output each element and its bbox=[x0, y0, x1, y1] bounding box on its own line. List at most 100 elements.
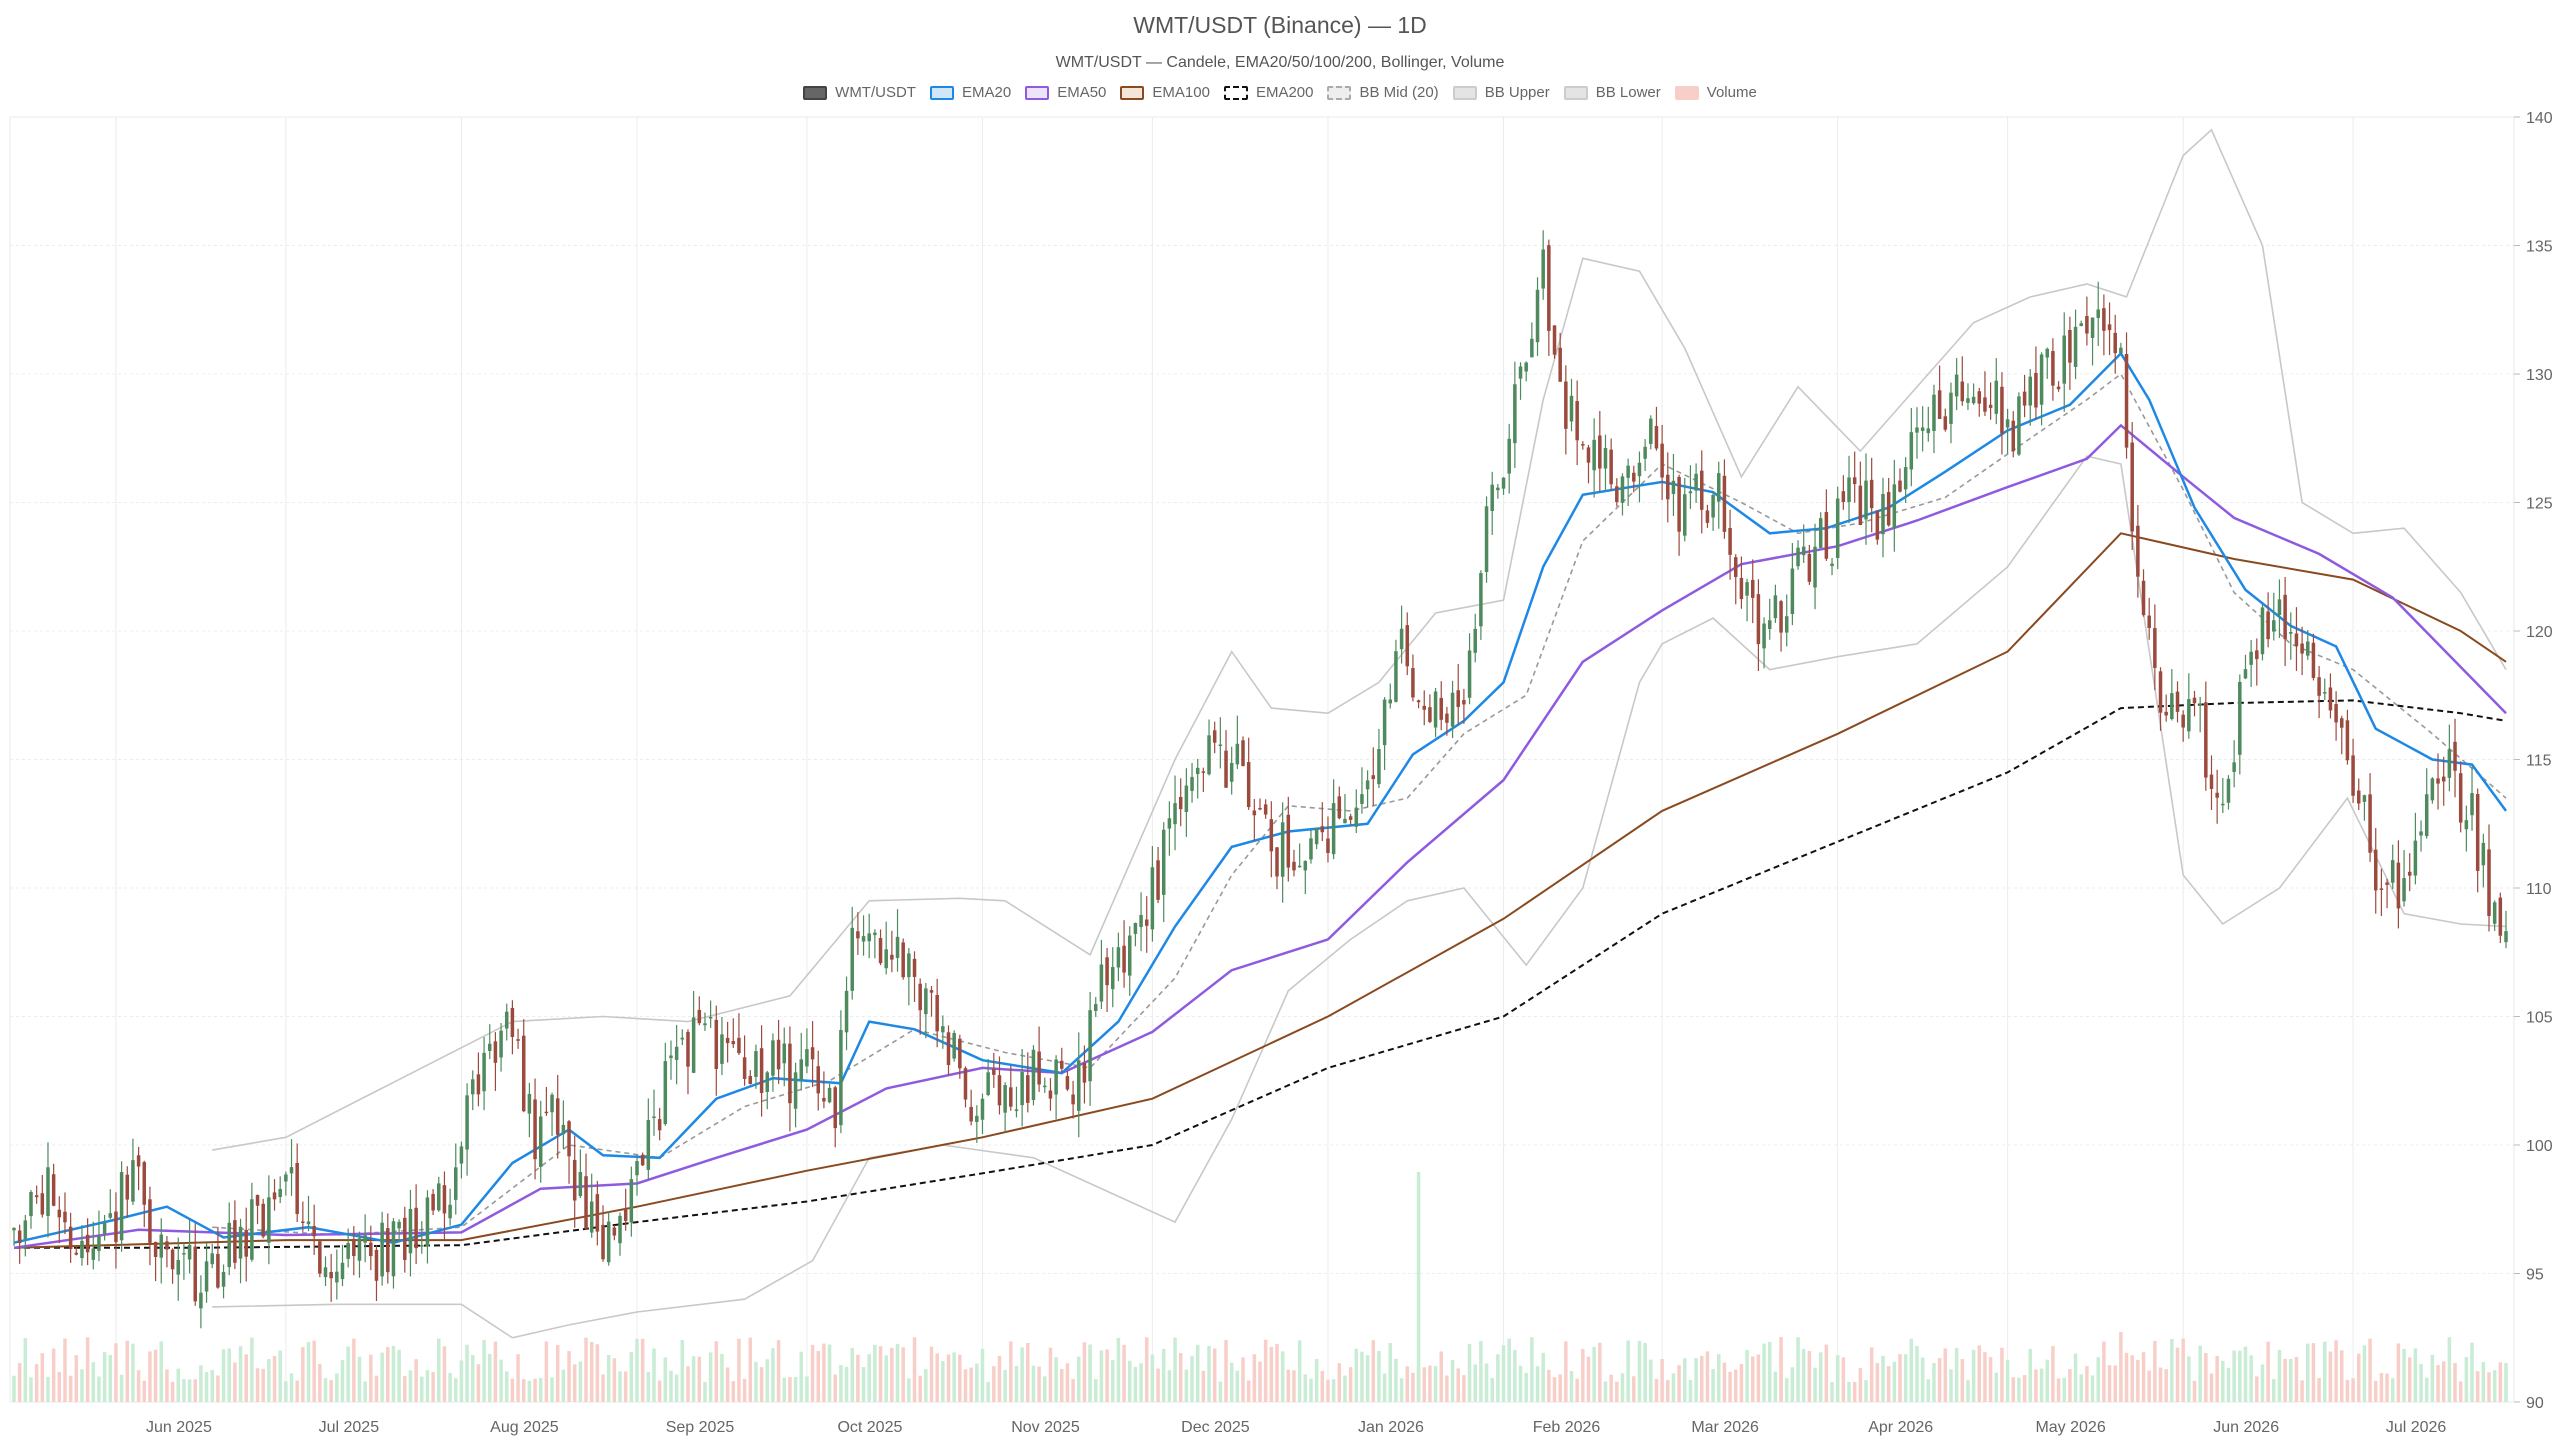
candle-body bbox=[2441, 776, 2446, 782]
volume-bar bbox=[793, 1376, 798, 1402]
volume-bar bbox=[1869, 1347, 1874, 1402]
legend-item[interactable]: BB Lower bbox=[1563, 84, 1661, 101]
candle-body bbox=[131, 1160, 135, 1202]
legend-item[interactable]: EMA50 bbox=[1025, 84, 1106, 101]
legend-item[interactable]: WMT/USDT bbox=[803, 84, 916, 101]
volume-bar bbox=[2232, 1350, 2236, 1402]
volume-bar bbox=[584, 1337, 588, 1402]
volume-bar bbox=[1779, 1337, 1783, 1402]
candle-body bbox=[850, 927, 854, 991]
volume-bar bbox=[1575, 1378, 1579, 1402]
candle-body bbox=[946, 1032, 951, 1066]
candle-body bbox=[1275, 847, 1279, 877]
candle-body bbox=[1920, 427, 1925, 431]
legend-item[interactable]: EMA100 bbox=[1120, 84, 1210, 101]
ema200-line bbox=[14, 699, 2507, 1249]
candle-body bbox=[1847, 477, 1851, 503]
candle-body bbox=[1297, 865, 1302, 868]
volume-bar bbox=[2447, 1337, 2452, 1402]
candle-body bbox=[1762, 623, 1766, 649]
candle-body bbox=[629, 1179, 634, 1223]
candle-body bbox=[742, 1057, 747, 1079]
volume-bar bbox=[1598, 1342, 1602, 1402]
volume-bar bbox=[1326, 1379, 1330, 1402]
legend-swatch bbox=[1674, 85, 1699, 100]
volume-bar bbox=[1903, 1354, 1908, 1402]
volume-bar bbox=[890, 1347, 894, 1402]
volume-bar bbox=[1535, 1366, 1540, 1402]
volume-bar bbox=[187, 1379, 192, 1402]
candle-body bbox=[1677, 476, 1681, 532]
candle-body bbox=[1144, 919, 1149, 926]
volume-bar bbox=[1241, 1357, 1245, 1402]
candle-body bbox=[1484, 506, 1489, 572]
candle-body bbox=[2090, 317, 2095, 338]
volume-bar bbox=[2034, 1369, 2038, 1402]
volume-bar bbox=[1875, 1363, 1880, 1402]
candle-body bbox=[714, 1019, 719, 1069]
volume-bar bbox=[1603, 1381, 1608, 1402]
candle-body bbox=[1229, 762, 1234, 782]
volume-bar bbox=[1626, 1340, 1630, 1402]
candle-body bbox=[1807, 553, 1812, 582]
volume-bar bbox=[1037, 1366, 1041, 1402]
candle-body bbox=[476, 1074, 481, 1095]
volume-bar bbox=[414, 1359, 418, 1402]
volume-bar bbox=[782, 1377, 787, 1402]
candle-body bbox=[1331, 803, 1336, 855]
candle-body bbox=[2062, 335, 2066, 384]
legend-item[interactable]: BB Upper bbox=[1452, 84, 1550, 101]
candle-body bbox=[1564, 381, 1568, 429]
candle-body bbox=[1898, 480, 1902, 492]
legend-item[interactable]: EMA200 bbox=[1223, 84, 1313, 101]
candle-body bbox=[1139, 915, 1143, 928]
candle-body bbox=[187, 1244, 192, 1260]
candle-body bbox=[414, 1207, 418, 1249]
candle-body bbox=[2022, 391, 2027, 406]
volume-bar bbox=[2379, 1373, 2384, 1402]
volume-bar bbox=[1609, 1374, 1613, 1402]
candle-body bbox=[2011, 420, 2016, 452]
volume-bar bbox=[2079, 1374, 2083, 1402]
volume-bar bbox=[1252, 1354, 1257, 1402]
candle-body bbox=[159, 1234, 164, 1258]
candle-body bbox=[2413, 840, 2418, 876]
candle-body bbox=[1020, 1071, 1024, 1106]
volume-bar bbox=[1292, 1370, 1296, 1402]
candle-body bbox=[2153, 628, 2157, 668]
candle-body bbox=[1915, 427, 1919, 433]
legend-swatch bbox=[1563, 85, 1588, 100]
candle-body bbox=[2390, 860, 2395, 883]
volume-bar bbox=[2164, 1369, 2168, 1402]
legend-item[interactable]: EMA20 bbox=[929, 84, 1011, 101]
legend-item[interactable]: BB Mid (20) bbox=[1327, 84, 1439, 101]
candle-body bbox=[584, 1176, 588, 1229]
volume-bar bbox=[1082, 1342, 1087, 1402]
volume-bar bbox=[1354, 1348, 1359, 1402]
candle-body bbox=[2028, 376, 2033, 406]
volume-bar bbox=[2249, 1355, 2253, 1402]
legend-item[interactable]: Volume bbox=[1674, 84, 1757, 101]
candle-body bbox=[2079, 323, 2083, 326]
volume-bar bbox=[935, 1353, 939, 1402]
candle-body bbox=[1105, 957, 1109, 986]
candle-body bbox=[363, 1235, 367, 1243]
volume-bar bbox=[17, 1363, 22, 1402]
candle-body bbox=[1909, 432, 1914, 470]
candle-body bbox=[1071, 1094, 1075, 1105]
volume-bar bbox=[1065, 1363, 1070, 1402]
volume-bar bbox=[397, 1349, 401, 1402]
candle-body bbox=[2119, 347, 2123, 354]
volume-bar bbox=[374, 1375, 379, 1402]
volume-bar bbox=[1054, 1357, 1058, 1402]
candle-body bbox=[1065, 1076, 1070, 1090]
volume-bar bbox=[2005, 1359, 2010, 1402]
candle-body bbox=[165, 1241, 169, 1250]
volume-bar bbox=[431, 1372, 435, 1402]
candle-body bbox=[1235, 743, 1240, 765]
candle-body bbox=[369, 1242, 373, 1257]
candle-body bbox=[1745, 582, 1749, 596]
candle-body bbox=[1320, 826, 1325, 833]
candle-body bbox=[623, 1208, 628, 1221]
candle-body bbox=[652, 1116, 656, 1119]
